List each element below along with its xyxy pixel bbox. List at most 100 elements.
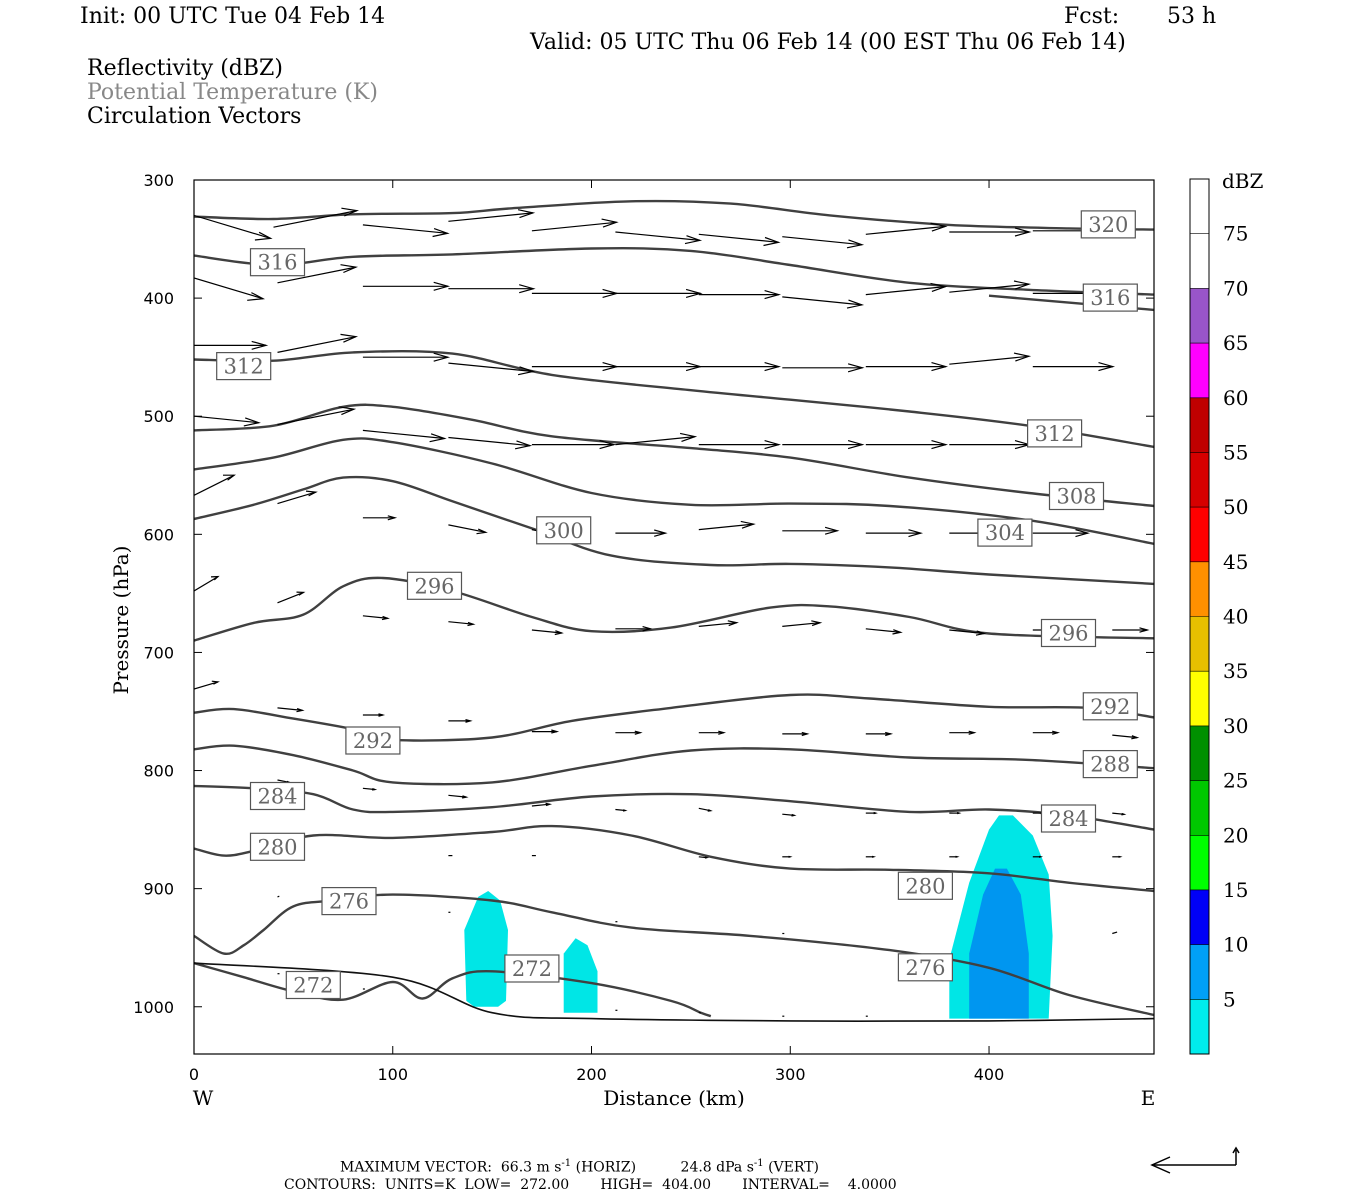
contour-label: 280	[897, 871, 954, 900]
vector-shaft	[698, 233, 779, 243]
vector-head	[1075, 529, 1091, 538]
vector-head	[763, 236, 781, 247]
colorbar-swatch	[1190, 343, 1209, 399]
circulation-vector	[615, 432, 698, 446]
contour-label-box	[536, 516, 592, 545]
contour-label-box	[897, 871, 954, 900]
circulation-vector	[698, 362, 782, 372]
circulation-vector	[277, 707, 305, 713]
vector-head	[955, 855, 960, 858]
reflectivity-area-5dbz	[464, 891, 508, 1007]
circulation-vector	[865, 731, 894, 737]
vector-shaft	[865, 628, 901, 633]
theta-contour-276	[194, 893, 1154, 1017]
y-tick-label: 600	[143, 525, 174, 544]
contour-label: 296	[406, 571, 463, 600]
circulation-vector	[194, 575, 220, 592]
colorbar-level-label: 75	[1223, 222, 1248, 246]
colorbar-swatch	[1190, 780, 1209, 836]
circulation-vector	[1112, 627, 1150, 633]
theta-contour-288	[194, 744, 1154, 786]
vector-shaft	[865, 286, 946, 296]
vector-head	[1121, 812, 1127, 816]
vector-shaft	[277, 336, 357, 353]
contour-label-text: 308	[1056, 485, 1096, 509]
vector-head	[1139, 627, 1150, 633]
circulation-vector	[698, 520, 756, 531]
circulation-vector	[782, 813, 797, 817]
circulation-vector	[448, 719, 473, 723]
contour-label-text: 312	[1035, 422, 1075, 446]
circulation-vector	[1032, 529, 1091, 538]
colorbar-level-label: 25	[1223, 769, 1248, 793]
vector-head	[718, 730, 727, 735]
circulation-vector	[194, 415, 261, 427]
vector-head	[930, 282, 948, 292]
contour-label-text: 292	[1090, 695, 1130, 719]
circulation-vector	[194, 474, 236, 496]
vector-shaft	[1112, 931, 1118, 935]
circulation-vector	[1112, 812, 1127, 816]
circulation-vector	[615, 288, 703, 298]
circulation-vector	[362, 352, 451, 362]
circulation-vector	[782, 296, 865, 309]
circulation-vector	[448, 524, 488, 535]
vector-head	[764, 290, 782, 300]
circulation-vector	[949, 352, 1032, 365]
contour-label-box	[504, 954, 560, 983]
y-tick-label: 300	[143, 171, 174, 190]
reflectivity-area-10dbz	[969, 868, 1029, 1019]
vector-head	[908, 529, 924, 538]
vector-head	[247, 292, 266, 301]
vector-head	[340, 264, 359, 274]
circulation-vector	[865, 440, 949, 450]
plot-frame	[193, 179, 1155, 1055]
circulation-vector	[362, 281, 451, 291]
circulation-vector	[698, 856, 710, 859]
circulation-vector	[448, 794, 469, 799]
colorbar-swatch	[1190, 671, 1209, 727]
vector-head	[467, 621, 476, 627]
vector-shaft	[448, 621, 474, 625]
circulation-vector	[448, 209, 536, 222]
circulation-vector	[782, 440, 865, 450]
circulation-vector	[1112, 931, 1118, 935]
vector-head	[210, 575, 220, 581]
y-axis-label: Pressure (hPa)	[109, 546, 133, 695]
contour-label: 284	[249, 781, 306, 811]
circulation-vector	[531, 288, 620, 298]
vector-head	[847, 440, 865, 450]
theta-contour-316b	[988, 294, 1154, 312]
vector-head	[740, 520, 756, 529]
circulation-vector	[782, 620, 823, 627]
colorbar-level-label: 15	[1223, 878, 1248, 902]
circulation-vector	[362, 713, 386, 717]
vector-head	[1038, 855, 1044, 858]
vector-head	[296, 591, 306, 596]
vector-head	[1014, 227, 1032, 237]
contour-label: 272	[504, 954, 560, 983]
circulation-vector	[531, 629, 564, 636]
contour-label-text: 272	[512, 957, 552, 981]
circulation-vector	[698, 807, 713, 812]
reflectivity-layer	[464, 815, 1053, 1019]
x-tick-label: 300	[775, 1065, 806, 1084]
contour-label-text: 276	[329, 890, 369, 914]
vector-head	[554, 630, 564, 636]
circulation-vector	[949, 440, 1032, 450]
theta-contour-300	[194, 475, 1154, 586]
contour-label-text: 296	[1048, 622, 1088, 646]
vector-shaft	[277, 895, 280, 898]
contour-label-box	[1040, 618, 1097, 648]
reference-vector	[1150, 1146, 1240, 1174]
contour-label: 284	[1040, 804, 1097, 833]
vector-head	[968, 730, 977, 735]
vector-head	[885, 731, 894, 737]
vector-shaft	[949, 283, 1029, 293]
vector-head	[338, 406, 357, 416]
vector-head	[254, 231, 273, 241]
vector-head	[685, 288, 703, 298]
colorbar-level-label: 35	[1223, 659, 1248, 683]
vector-head	[679, 432, 698, 442]
y-tick-label: 500	[143, 407, 174, 426]
